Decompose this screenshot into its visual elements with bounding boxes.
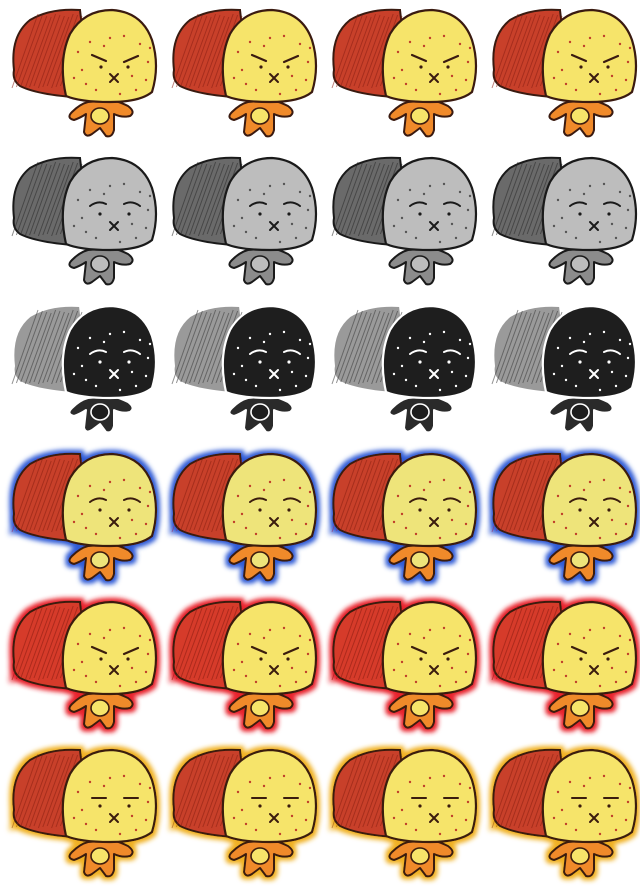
sprite-row-red-glow-angry — [0, 592, 640, 740]
bread-character-angry-icon — [171, 8, 318, 138]
sprite-row-dark-sad — [0, 296, 640, 444]
bread-character-sprite — [160, 296, 320, 444]
bread-character-sprite — [160, 0, 320, 148]
sprite-row-blue-glow-sad — [0, 444, 640, 592]
bread-character-angry-icon — [491, 600, 638, 730]
bread-character-sprite — [480, 444, 640, 592]
sprite-face — [61, 748, 158, 844]
sprite-face — [541, 452, 638, 548]
sprite-face — [221, 8, 318, 104]
bread-character-angry-icon — [11, 600, 158, 730]
bread-character-sprite — [320, 0, 480, 148]
bread-character-sad-icon — [331, 156, 478, 286]
bread-character-sad-icon — [491, 156, 638, 286]
bread-character-neutral-icon — [491, 748, 638, 878]
bread-character-sprite — [320, 148, 480, 296]
bread-character-neutral-icon — [171, 748, 318, 878]
bread-character-sprite — [480, 0, 640, 148]
bread-character-sprite — [0, 740, 160, 888]
bread-character-sprite — [160, 740, 320, 888]
sprite-face — [221, 600, 318, 696]
sprite-face — [541, 156, 638, 252]
bread-character-sad-icon — [491, 452, 638, 582]
sprite-row-yellow-glow-neutral — [0, 740, 640, 888]
sprite-face — [61, 452, 158, 548]
sprite-row-normal-angry — [0, 0, 640, 148]
bread-character-sad-icon — [171, 452, 318, 582]
sprite-face — [61, 600, 158, 696]
bread-character-sprite — [480, 592, 640, 740]
sprite-face — [541, 304, 638, 400]
bread-character-sprite — [0, 296, 160, 444]
bread-character-sprite — [320, 444, 480, 592]
bread-character-sprite — [160, 444, 320, 592]
sprite-face — [381, 452, 478, 548]
sprite-face — [541, 8, 638, 104]
bread-character-sad-icon — [11, 452, 158, 582]
bread-character-sprite — [0, 592, 160, 740]
bread-character-sprite — [0, 0, 160, 148]
sprite-face — [381, 600, 478, 696]
sprite-face — [221, 304, 318, 400]
bread-character-sad-icon — [171, 304, 318, 434]
sprite-face — [221, 748, 318, 844]
bread-character-neutral-icon — [331, 748, 478, 878]
bread-character-sprite — [320, 592, 480, 740]
sprite-face — [541, 748, 638, 844]
bread-character-sad-icon — [11, 156, 158, 286]
sprite-face — [381, 304, 478, 400]
sprite-face — [61, 8, 158, 104]
bread-character-sprite — [480, 296, 640, 444]
bread-character-sprite — [160, 148, 320, 296]
bread-character-sprite — [480, 148, 640, 296]
sprite-face — [541, 600, 638, 696]
bread-character-angry-icon — [11, 8, 158, 138]
bread-character-sad-icon — [11, 304, 158, 434]
bread-character-sad-icon — [331, 304, 478, 434]
bread-character-angry-icon — [331, 600, 478, 730]
bread-character-sad-icon — [331, 452, 478, 582]
bread-character-sprite — [0, 148, 160, 296]
sprite-face — [221, 156, 318, 252]
bread-character-sprite — [480, 740, 640, 888]
sprite-face — [381, 748, 478, 844]
bread-character-sad-icon — [171, 156, 318, 286]
bread-character-sprite — [160, 592, 320, 740]
bread-character-sprite — [0, 444, 160, 592]
bread-character-angry-icon — [171, 600, 318, 730]
sprite-face — [381, 156, 478, 252]
sprite-face — [381, 8, 478, 104]
sprite-row-grayscale-sad — [0, 148, 640, 296]
bread-character-sprite — [320, 740, 480, 888]
sprite-face — [221, 452, 318, 548]
bread-character-angry-icon — [331, 8, 478, 138]
sprite-face — [61, 304, 158, 400]
bread-character-sprite — [320, 296, 480, 444]
sprite-face — [61, 156, 158, 252]
bread-character-sad-icon — [491, 304, 638, 434]
bread-character-neutral-icon — [11, 748, 158, 878]
bread-character-angry-icon — [491, 8, 638, 138]
